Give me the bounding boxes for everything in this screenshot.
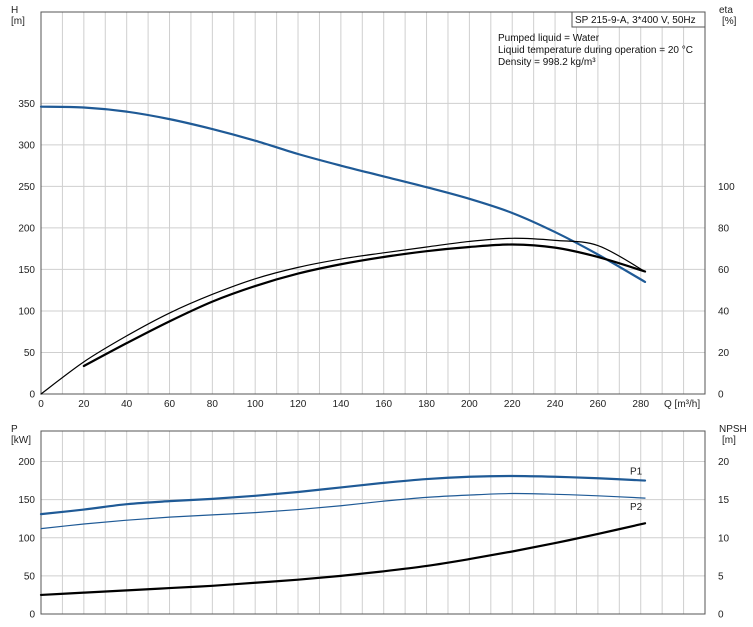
y-left-axis-label: [m] xyxy=(11,16,25,27)
series-label: P1 xyxy=(630,467,643,478)
x-tick-label: 20 xyxy=(78,399,90,410)
y-right-tick-label: 0 xyxy=(718,610,724,621)
plot-area xyxy=(41,431,705,614)
series-line xyxy=(39,522,647,597)
x-tick-label: 220 xyxy=(504,399,521,410)
title-box xyxy=(571,11,706,28)
y-right-tick-label: 40 xyxy=(718,306,730,317)
y-left-axis-label: P xyxy=(11,424,18,435)
y-left-tick-label: 50 xyxy=(24,571,36,582)
x-tick-label: 180 xyxy=(418,399,435,410)
y-right-tick-label: 20 xyxy=(718,348,730,359)
x-tick-label: 60 xyxy=(164,399,176,410)
y-right-tick-label: 20 xyxy=(718,457,730,468)
x-tick-label: 280 xyxy=(632,399,649,410)
x-tick-label: 160 xyxy=(375,399,392,410)
y-right-tick-label: 5 xyxy=(718,571,724,582)
y-left-tick-label: 0 xyxy=(29,390,35,401)
y-left-tick-label: 200 xyxy=(18,223,35,234)
x-tick-label: 40 xyxy=(121,399,133,410)
x-tick-label: 80 xyxy=(207,399,219,410)
chart-title: SP 215-9-A, 3*400 V, 50Hz xyxy=(575,15,696,26)
y-left-tick-label: 300 xyxy=(18,140,35,151)
info-note: Density = 998.2 kg/m³ xyxy=(498,57,596,68)
y-right-tick-label: 80 xyxy=(718,223,730,234)
y-right-axis-label: [m] xyxy=(722,435,736,446)
y-left-tick-label: 0 xyxy=(29,610,35,621)
y-left-tick-label: 150 xyxy=(18,495,35,506)
x-tick-label: 0 xyxy=(38,399,44,410)
x-tick-label: 140 xyxy=(333,399,350,410)
series-line xyxy=(40,492,646,530)
series-label: P2 xyxy=(630,502,643,513)
y-left-tick-label: 250 xyxy=(18,182,35,193)
series-line xyxy=(39,474,647,516)
y-right-axis-label: eta xyxy=(719,5,733,16)
x-tick-label: 240 xyxy=(547,399,564,410)
y-left-axis-label: H xyxy=(11,5,18,16)
y-left-tick-label: 50 xyxy=(24,348,36,359)
y-right-tick-label: 15 xyxy=(718,495,730,506)
info-note: Pumped liquid = Water xyxy=(498,33,600,44)
y-left-tick-label: 100 xyxy=(18,533,35,544)
y-right-axis-label: [%] xyxy=(722,16,737,27)
x-tick-label: 120 xyxy=(290,399,307,410)
y-left-axis-label: [kW] xyxy=(11,435,31,446)
y-left-tick-label: 200 xyxy=(18,457,35,468)
info-note: Liquid temperature during operation = 20… xyxy=(498,45,693,56)
series-line xyxy=(40,237,646,395)
y-right-axis-label: NPSH xyxy=(719,424,747,435)
y-right-tick-label: 10 xyxy=(718,533,730,544)
y-right-tick-label: 60 xyxy=(718,265,730,276)
y-left-tick-label: 100 xyxy=(18,306,35,317)
series-line xyxy=(82,243,647,368)
plot-frame xyxy=(40,11,706,395)
y-left-tick-label: 350 xyxy=(18,99,35,110)
x-tick-label: 100 xyxy=(247,399,264,410)
y-right-tick-label: 0 xyxy=(718,390,724,401)
y-left-tick-label: 150 xyxy=(18,265,35,276)
series-line xyxy=(39,105,647,283)
y-right-tick-label: 100 xyxy=(718,182,735,193)
plot-frame xyxy=(40,430,706,615)
x-tick-label: 260 xyxy=(590,399,607,410)
x-axis-label: Q [m³/h] xyxy=(664,399,700,410)
x-tick-label: 200 xyxy=(461,399,478,410)
